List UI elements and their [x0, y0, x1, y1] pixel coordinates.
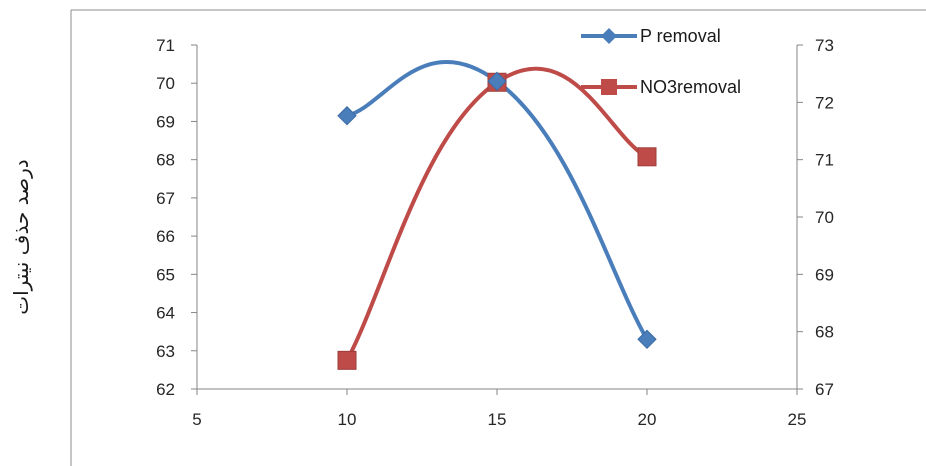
right-y-tick-label: 67 [815, 380, 834, 399]
axis-ticks: 62 63 64 65 66 67 68 69 70 71 67 68 69 70 71 72 73 5 10 15 2… [156, 36, 834, 429]
series-layer [337, 59, 657, 370]
left-y-tick-label: 68 [156, 151, 175, 170]
left-y-tick-label: 63 [156, 342, 175, 361]
right-y-tick-label: 69 [815, 265, 834, 284]
x-tick-label: 15 [488, 410, 507, 429]
data-point-no3-removal [337, 350, 357, 370]
data-point-p-removal [637, 329, 657, 350]
series-line-no3-removal [345, 66, 649, 363]
right-y-tick-label: 68 [815, 323, 834, 342]
left-y-tick-label: 64 [156, 304, 175, 323]
left-y-tick-label: 67 [156, 189, 175, 208]
right-y-tick-label: 73 [815, 36, 834, 55]
right-y-tick-label: 72 [815, 93, 834, 112]
left-y-tick-label: 66 [156, 227, 175, 246]
data-point-p-removal [487, 71, 507, 92]
left-y-tick-label: 69 [156, 112, 175, 131]
x-tick-label: 20 [638, 410, 657, 429]
x-tick-label: 10 [338, 410, 357, 429]
x-tick-label: 5 [192, 410, 201, 429]
left-y-tick-label: 70 [156, 74, 175, 93]
right-y-tick-label: 70 [815, 208, 834, 227]
left-y-tick-label: 62 [156, 380, 175, 399]
x-tick-label: 25 [788, 410, 807, 429]
left-y-tick-label: 65 [156, 265, 175, 284]
y-axis-title: درصد حذف نیترات [9, 159, 33, 314]
legend-marker-p-removal [601, 28, 617, 44]
left-y-tick-label: 71 [156, 36, 175, 55]
series-line-p-removal [345, 59, 649, 342]
legend: P removal NO3removal [581, 26, 741, 97]
legend-label-p-removal: P removal [640, 26, 721, 46]
data-point-p-removal [337, 106, 357, 126]
legend-label-no3-removal: NO3removal [640, 77, 741, 97]
legend-marker-no3-removal [601, 79, 617, 95]
right-y-tick-label: 71 [815, 151, 834, 170]
data-point-no3-removal [637, 147, 657, 167]
